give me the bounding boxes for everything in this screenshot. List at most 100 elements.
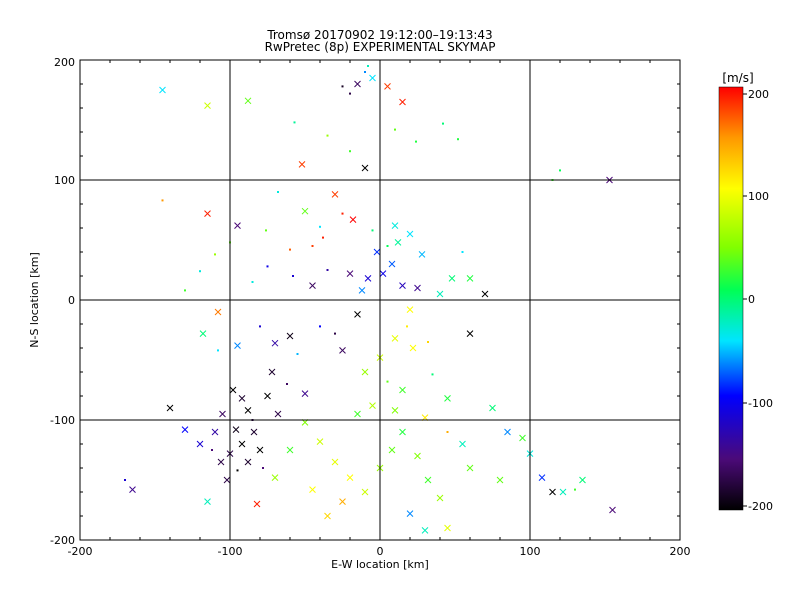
scatter-cross: [361, 488, 369, 496]
x-tick-label: -200: [68, 545, 93, 558]
axis-ticks: [79, 59, 681, 541]
scatter-dot: [341, 85, 344, 88]
scatter-cross: [399, 282, 406, 289]
scatter-dot: [406, 325, 408, 328]
scatter-cross: [361, 368, 369, 376]
scatter-dot: [286, 383, 288, 385]
scatter-cross: [129, 486, 136, 493]
scatter-dot: [292, 275, 294, 277]
scatter-cross: [609, 506, 616, 514]
scatter-cross: [424, 476, 432, 484]
scatter-dot: [367, 65, 369, 67]
colorbar-tick-label: -200: [748, 500, 773, 513]
scatter-cross: [379, 270, 387, 277]
scatter-dot: [461, 251, 464, 253]
scatter-cross: [253, 500, 261, 508]
scatter-cross: [349, 216, 357, 223]
scatter-dot: [184, 289, 186, 292]
scatter-cross: [436, 494, 444, 502]
scatter-cross: [399, 98, 406, 106]
scatter-dot: [214, 253, 216, 256]
scatter-dot: [446, 431, 449, 433]
scatter-cross: [358, 287, 366, 294]
chart-subtitle: RwPretec (8p) EXPERIMENTAL SKYMAP: [265, 40, 496, 54]
scatter-dot: [262, 467, 264, 469]
scatter-dot: [431, 373, 434, 376]
scatter-dot: [217, 349, 219, 352]
scatter-cross: [418, 251, 426, 258]
scatter-cross: [369, 402, 376, 409]
scatter-dot: [259, 325, 261, 328]
scatter-cross: [159, 86, 166, 94]
y-tick-label: 0: [68, 294, 75, 307]
scatter-cross: [166, 404, 174, 412]
colorbar-tick-label: 200: [748, 88, 769, 101]
scatter-dot: [415, 140, 417, 143]
scatter-cross: [444, 395, 451, 402]
scatter-dot: [386, 245, 389, 247]
x-tick-label: 0: [377, 545, 384, 558]
scatter-dot: [326, 269, 329, 271]
x-tick-label: 200: [670, 545, 691, 558]
scatter-dot: [311, 245, 314, 247]
scatter-cross: [286, 332, 294, 340]
scatter-cross: [223, 476, 231, 484]
scatter-cross: [519, 434, 526, 442]
scatter-cross: [361, 164, 369, 172]
scatter-cross: [301, 390, 309, 397]
scatter-cross: [369, 74, 376, 82]
colorbar-label: [m/s]: [722, 71, 753, 85]
scatter-cross: [339, 498, 346, 505]
scatter-cross: [406, 230, 414, 238]
scatter-cross: [444, 524, 451, 532]
scatter-dot: [341, 212, 344, 215]
scatter-dot: [442, 122, 444, 125]
scatter-cross: [406, 510, 414, 517]
colorbar: [718, 86, 744, 511]
scatter-dot: [457, 138, 459, 141]
colorbar-tick-label: -100: [748, 397, 773, 410]
scatter-cross: [219, 410, 226, 418]
scatter-cross: [364, 275, 372, 282]
scatter-cross: [373, 248, 381, 256]
scatter-dot: [251, 281, 254, 283]
scatter-cross: [271, 474, 279, 481]
scatter-cross: [204, 210, 211, 217]
scatter-dot: [265, 229, 267, 232]
scatter-cross: [217, 458, 225, 466]
colorbar-tick-label: 100: [748, 190, 769, 203]
scatter-dot: [349, 150, 351, 153]
y-tick-label: -200: [50, 534, 75, 547]
colorbar-tick-labels: 200 100 0 -100 -200: [748, 88, 773, 513]
scatter-cross: [264, 392, 271, 400]
scatter-dot: [296, 353, 299, 355]
scatter-cross: [298, 161, 306, 168]
scatter-cross: [250, 428, 258, 436]
scatter-dot: [199, 270, 201, 273]
scatter-dot: [322, 236, 324, 239]
scatter-dot: [161, 199, 164, 202]
y-tick-label: 200: [54, 56, 75, 69]
y-tick-labels: -200 -100 0 100 200: [50, 56, 75, 547]
scatter-dot: [386, 380, 389, 383]
scatter-cross: [579, 476, 586, 484]
scatter-cross: [256, 446, 264, 454]
scatter-cross: [466, 275, 474, 282]
scatter-cross: [481, 290, 489, 298]
scatter-points: [124, 65, 616, 534]
scatter-cross: [316, 438, 324, 445]
scatter-cross: [406, 306, 414, 313]
scatter-cross: [214, 308, 222, 316]
scatter-cross: [271, 339, 279, 347]
scatter-dot: [211, 449, 213, 451]
scatter-cross: [409, 344, 417, 352]
scatter-cross: [211, 428, 219, 436]
scatter-cross: [199, 330, 207, 337]
scatter-cross: [268, 368, 276, 376]
scatter-cross: [394, 239, 402, 246]
scatter-dot: [319, 225, 321, 228]
scatter-dot: [427, 341, 429, 343]
scatter-dot: [277, 191, 279, 193]
scatter-cross: [391, 407, 399, 414]
